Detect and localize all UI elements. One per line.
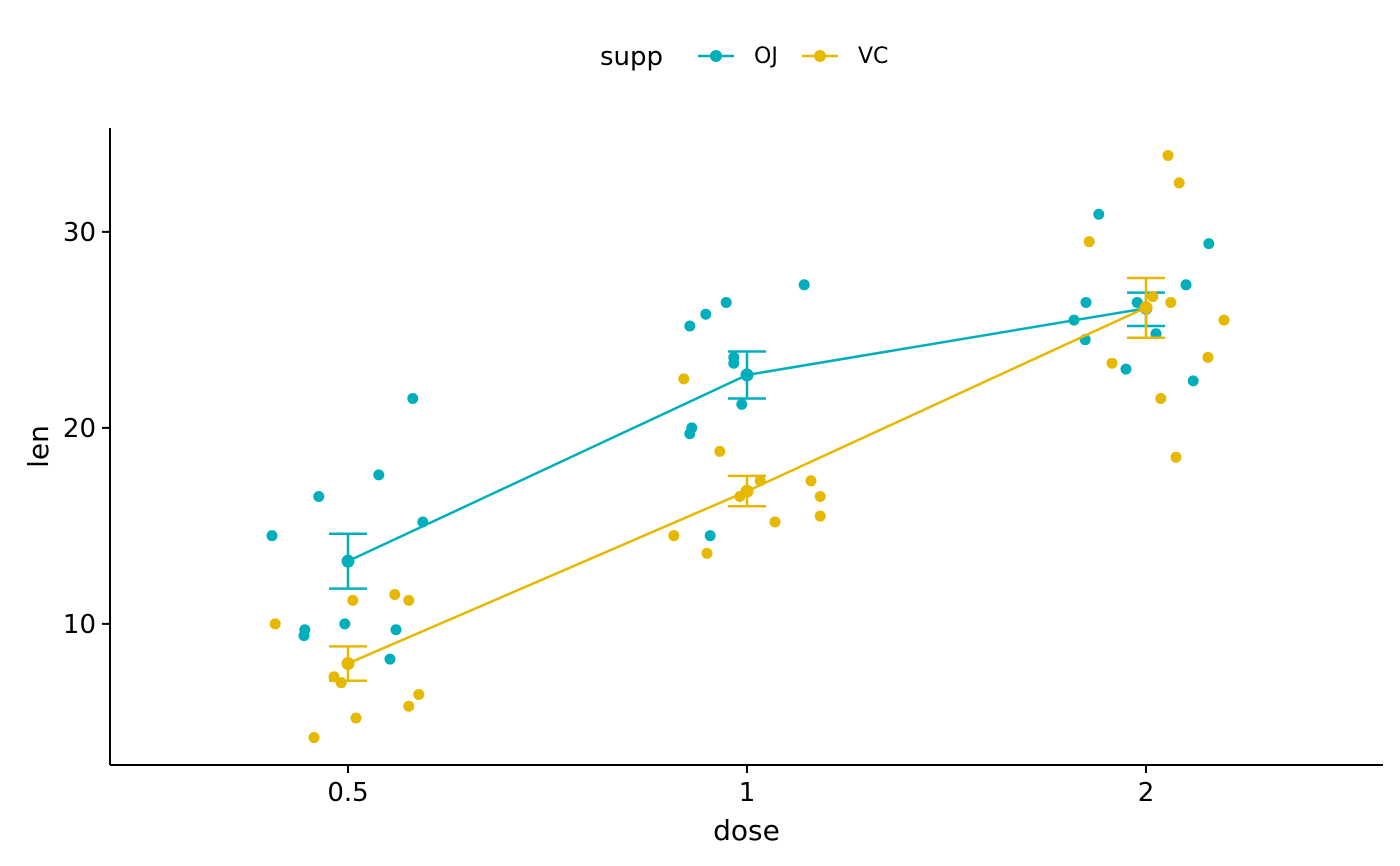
- data-point: [1083, 236, 1095, 248]
- data-point: [714, 445, 726, 457]
- data-point: [1203, 238, 1215, 250]
- data-point: [769, 516, 781, 528]
- data-point: [403, 700, 415, 712]
- data-point: [1165, 296, 1177, 308]
- data-point: [1147, 291, 1159, 303]
- mean-point: [740, 368, 754, 382]
- data-point: [678, 373, 690, 385]
- data-point: [1180, 279, 1192, 291]
- data-point: [684, 320, 696, 332]
- legend-item-vc: VC: [802, 44, 888, 69]
- data-point: [805, 475, 817, 487]
- data-point: [798, 279, 810, 291]
- data-point: [1080, 296, 1092, 308]
- data-point: [1187, 375, 1199, 387]
- data-point: [686, 422, 698, 434]
- y-tick-label: 20: [63, 414, 96, 444]
- mean-line: [347, 307, 1147, 563]
- data-point: [1202, 351, 1214, 363]
- legend-key-point: [814, 50, 826, 62]
- mean-point: [1139, 301, 1153, 315]
- data-point: [389, 588, 401, 600]
- data-point: [403, 594, 415, 606]
- data-point: [269, 618, 281, 630]
- data-point: [1218, 314, 1230, 326]
- mean-point: [341, 554, 355, 568]
- data-point: [373, 469, 385, 481]
- data-point: [700, 308, 712, 320]
- y-tick-label: 10: [63, 610, 96, 640]
- series-vc: [269, 149, 1230, 744]
- data-point: [350, 712, 362, 724]
- data-point: [1106, 357, 1118, 369]
- data-point: [1170, 451, 1182, 463]
- x-tick-label: 2: [1138, 778, 1155, 808]
- mean-point: [740, 484, 754, 498]
- legend-key-point: [710, 50, 722, 62]
- legend-label: VC: [858, 44, 888, 69]
- legend: supp OJ VC: [600, 42, 888, 72]
- data-point: [308, 732, 320, 744]
- data-point: [339, 618, 351, 630]
- data-point: [335, 677, 347, 689]
- legend-label: OJ: [754, 44, 778, 69]
- y-tick-label: 30: [63, 218, 96, 248]
- legend-item-oj: OJ: [698, 44, 778, 69]
- data-point: [1093, 208, 1105, 220]
- x-tick-label: 1: [739, 778, 756, 808]
- x-axis-title: dose: [713, 814, 780, 847]
- series-layer: [266, 149, 1230, 744]
- data-point: [1173, 177, 1185, 189]
- data-point: [347, 594, 359, 606]
- data-point: [720, 296, 732, 308]
- data-point: [704, 530, 716, 542]
- data-point: [413, 688, 425, 700]
- data-point: [407, 392, 419, 404]
- data-point: [1120, 363, 1132, 375]
- data-point: [728, 357, 740, 369]
- data-point: [384, 653, 396, 665]
- axes: 10 20 30 0.5 1 2: [63, 128, 1383, 808]
- mean-point: [341, 656, 355, 670]
- data-point: [736, 398, 748, 410]
- legend-title: supp: [600, 42, 663, 72]
- data-point: [701, 547, 713, 559]
- y-axis-title: len: [22, 425, 55, 468]
- data-point: [668, 530, 680, 542]
- data-point: [313, 490, 325, 502]
- data-point: [299, 624, 311, 636]
- data-point: [266, 530, 278, 542]
- data-point: [390, 624, 402, 636]
- data-point: [814, 510, 826, 522]
- data-point: [1162, 149, 1174, 161]
- x-tick-label: 0.5: [327, 778, 368, 808]
- data-point: [1155, 392, 1167, 404]
- data-point: [814, 490, 826, 502]
